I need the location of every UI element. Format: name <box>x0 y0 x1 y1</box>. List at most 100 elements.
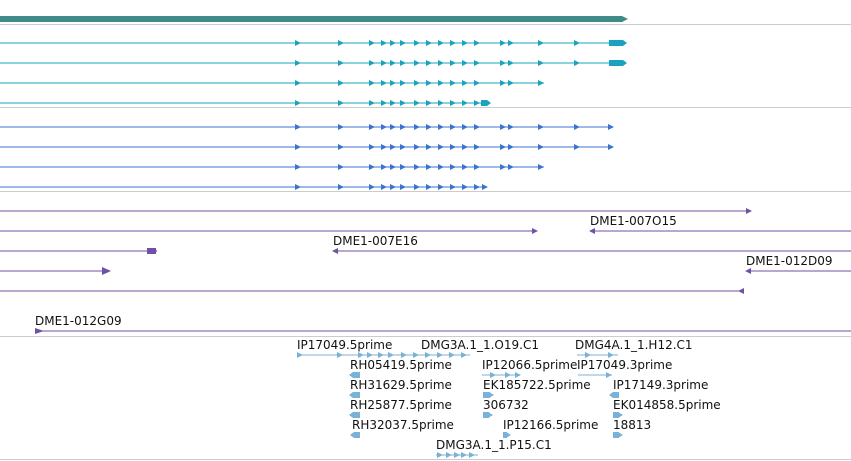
exon-arrow <box>574 40 580 46</box>
exon-arrow <box>462 60 468 66</box>
clone-feature[interactable]: DME1-012D09 <box>745 254 851 274</box>
transcript-group-blue[interactable] <box>0 124 614 190</box>
gene-bar[interactable] <box>0 16 622 22</box>
clone-feature[interactable]: DME1-007O15 <box>589 214 851 234</box>
exon-arrow <box>438 100 444 106</box>
clone-feature[interactable]: DME1-007E16 <box>332 234 851 254</box>
exon-arrow <box>414 60 420 66</box>
transcript-row[interactable] <box>0 124 614 130</box>
exon-arrow <box>400 80 406 86</box>
exon-arrow <box>538 124 544 130</box>
exon-arrow <box>474 40 480 46</box>
est-arrow <box>488 412 493 418</box>
est-block[interactable] <box>613 432 619 438</box>
clone-feature[interactable] <box>0 288 744 294</box>
strand-arrow-left <box>332 248 338 254</box>
exon-arrow <box>508 144 514 150</box>
clone-feature[interactable] <box>0 228 538 234</box>
transcript-row[interactable] <box>0 164 544 170</box>
transcript-row[interactable] <box>0 80 544 86</box>
gene-track[interactable] <box>0 16 628 22</box>
exon-arrow <box>450 60 456 66</box>
est-label: EK014858.5prime <box>613 398 721 412</box>
exon-arrow <box>474 124 480 130</box>
exon-arrow <box>462 144 468 150</box>
est-arrow <box>618 432 623 438</box>
exon-arrow <box>474 184 480 190</box>
exon-arrow <box>449 352 455 358</box>
exon-arrow <box>437 452 443 458</box>
est-block[interactable] <box>353 372 360 378</box>
exon-arrow <box>438 40 444 46</box>
est-block[interactable] <box>483 412 489 418</box>
est-arrow <box>585 352 591 358</box>
clone-feature[interactable] <box>0 248 157 254</box>
est-track[interactable]: IP17049.5prime DMG3A.1_1.O19.C1 DMG4A.1_… <box>297 338 721 458</box>
transcript-row[interactable] <box>0 144 614 150</box>
est-label: 18813 <box>613 418 651 432</box>
exon-arrow <box>450 164 456 170</box>
est-block[interactable] <box>613 412 619 418</box>
strand-arrow-right <box>532 228 538 234</box>
exon-arrow <box>474 60 480 66</box>
clone-label: DME1-007E16 <box>333 234 418 248</box>
exon-arrow <box>574 124 580 130</box>
gene-strand-arrow <box>622 16 628 22</box>
est-label: RH05419.5prime <box>350 358 452 372</box>
exon-arrow <box>450 144 456 150</box>
clone-track[interactable]: DME1-007O15 DME1-007E16 DME1-012D09 <box>0 208 851 334</box>
exon-arrow <box>390 124 396 130</box>
exon-arrow <box>462 184 468 190</box>
est-block[interactable] <box>354 432 360 438</box>
exon-arrow <box>381 60 387 66</box>
est-label: IP17049.5prime <box>297 338 392 352</box>
exon-arrow <box>381 100 387 106</box>
exon-arrow <box>538 60 544 66</box>
clone-feature[interactable] <box>0 208 752 214</box>
exon-arrow <box>381 144 387 150</box>
exon-arrow <box>400 184 406 190</box>
exon-arrow <box>400 164 406 170</box>
exon-arrow <box>367 352 373 358</box>
exon-arrow <box>338 80 344 86</box>
exon-arrow <box>390 164 396 170</box>
exon-arrow <box>414 40 420 46</box>
est-block[interactable] <box>503 432 507 438</box>
transcript-row[interactable] <box>0 100 491 106</box>
exon-arrow <box>337 352 343 358</box>
est-block[interactable] <box>613 392 619 398</box>
exon-arrow <box>414 144 420 150</box>
est-label: IP12166.5prime <box>503 418 598 432</box>
est-block[interactable] <box>353 392 360 398</box>
est-arrow <box>490 372 496 378</box>
est-block[interactable] <box>483 392 490 398</box>
clone-feature[interactable]: DME1-012G09 <box>35 314 851 334</box>
exon-arrow <box>295 80 301 86</box>
est-label: EK185722.5prime <box>483 378 591 392</box>
exon-arrow <box>426 144 432 150</box>
transcript-group-teal[interactable] <box>0 40 627 106</box>
exon-arrow <box>390 184 396 190</box>
exon-arrow <box>438 124 444 130</box>
est-label: RH32037.5prime <box>352 418 454 432</box>
exon-arrow <box>295 144 301 150</box>
transcript-row[interactable] <box>0 184 488 190</box>
exon-arrow <box>390 80 396 86</box>
est-exon-arrows <box>437 452 475 458</box>
transcript-row[interactable] <box>0 40 627 46</box>
exon-arrow <box>381 124 387 130</box>
exon-arrow <box>462 40 468 46</box>
est-label: 306732 <box>483 398 529 412</box>
exon-arrow <box>461 352 467 358</box>
exon-arrow <box>482 184 488 190</box>
transcript-row[interactable] <box>0 60 627 66</box>
est-block[interactable] <box>353 412 360 418</box>
exon-arrow <box>401 352 407 358</box>
strand-arrow-left <box>745 268 751 274</box>
strand-arrow-right <box>155 248 157 254</box>
exon-arrow <box>450 40 456 46</box>
clone-feature[interactable] <box>0 267 111 275</box>
exon-arrow <box>358 352 364 358</box>
exon-arrow <box>425 352 431 358</box>
